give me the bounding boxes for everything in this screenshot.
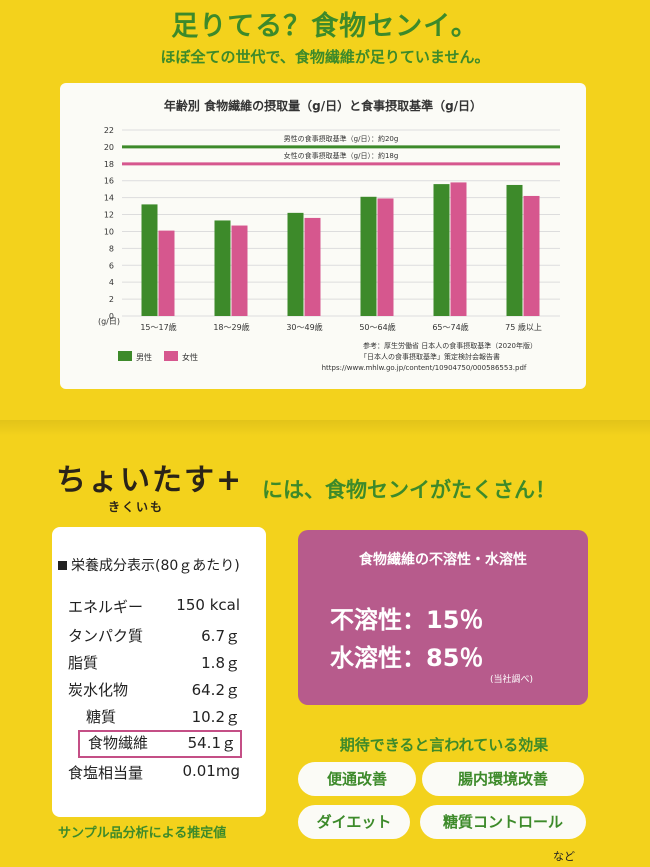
soluble-fiber-ratio: 水溶性：85％ <box>330 644 484 672</box>
effect-badge-bowel: 便通改善 <box>298 762 416 796</box>
y-tick-label: 22 <box>104 126 114 135</box>
y-tick-label: 20 <box>104 143 114 152</box>
bar-female <box>304 217 321 316</box>
bar-male <box>287 212 304 316</box>
nutrition-label: 食塩相当量 <box>68 764 144 782</box>
nutrition-label: 炭水化物 <box>68 681 129 699</box>
nutrition-label: タンパク質 <box>68 627 144 645</box>
product-name: ちょいたす+ <box>56 463 244 498</box>
nutrition-title: 栄養成分表示(80ｇあたり) <box>58 555 240 575</box>
chart-source-line: 参考：厚生労働省 日本人の食事摂取基準（2020年版） <box>363 341 537 350</box>
fiber-intake-chart: 年齢別 食物繊維の摂取量（g/日）と食事摂取基準（g/日） 0 2 4 6 8 10 12 14… <box>98 98 560 372</box>
nutrition-row-dietary-fiber: 食物繊維 54.1ｇ <box>78 730 242 758</box>
bar-male <box>360 196 377 316</box>
nutrition-title-text: 栄養成分表示(80ｇあたり) <box>71 558 240 574</box>
y-tick-label: 4 <box>109 278 114 287</box>
nutrition-row-salt: 食塩相当量 0.01mg <box>68 762 246 786</box>
bar-male <box>141 204 158 316</box>
effect-badge-sugar-control: 糖質コントロール <box>420 805 586 839</box>
y-tick-label: 14 <box>104 194 114 203</box>
page-subtitle: ほぼ全ての世代で、食物繊維が足りていません。 <box>160 48 490 66</box>
nutrition-row-sugar: 糖質 10.2ｇ <box>68 706 246 730</box>
effects-title: 期待できると言われている効果 <box>339 736 549 754</box>
nutrition-value: 150 kcal <box>176 596 240 614</box>
insoluble-fiber-ratio: 不溶性：15％ <box>330 606 484 634</box>
bar-male <box>433 184 450 316</box>
fiber-ratio-title: 食物繊維の不溶性・水溶性 <box>359 552 527 568</box>
y-tick-label: 2 <box>109 295 114 304</box>
fiber-ratio-source: (当社調べ) <box>490 675 534 685</box>
product-subname: きくいも <box>108 500 165 514</box>
y-tick-label: 18 <box>104 160 114 169</box>
square-bullet-icon <box>58 561 67 570</box>
y-tick-label: 0 <box>109 312 114 321</box>
x-tick-label: 30～49歳 <box>286 322 322 332</box>
x-tick-label: 65～74歳 <box>432 322 468 332</box>
nutrition-row-carbohydrate: 炭水化物 64.2ｇ <box>68 679 246 703</box>
chart-source-line: https://www.mhlw.go.jp/content/10904750/… <box>322 364 527 372</box>
legend-label: 男性 <box>136 352 152 362</box>
x-tick-label: 50～64歳 <box>359 322 395 332</box>
nutrition-label: エネルギー <box>68 598 144 616</box>
nutrition-value: 64.2ｇ <box>191 681 240 699</box>
x-tick-label: 15～17歳 <box>140 322 176 332</box>
nutrition-panel <box>52 527 266 817</box>
fiber-intake-chart-card: 年齢別 食物繊維の摂取量（g/日）と食事摂取基準（g/日） 0 2 4 6 8 10 12 14… <box>60 83 586 389</box>
bar-female <box>377 198 394 316</box>
page-title: 足りてる？食物センイ。 <box>171 11 479 42</box>
nutrition-label: 脂質 <box>68 654 99 672</box>
legend-label: 女性 <box>182 352 198 362</box>
product-tagline: には、食物センイがたくさん！ <box>262 478 556 502</box>
effect-badge-gut: 腸内環境改善 <box>422 762 584 796</box>
bar-female <box>523 195 540 316</box>
reference-line-label: 男性の食事摂取基準（g/日）：約20g <box>284 134 399 143</box>
bar-male <box>506 184 523 316</box>
nutrition-row-fat: 脂質 1.8ｇ <box>68 652 246 676</box>
y-tick-label: 16 <box>104 177 114 186</box>
effect-badge-diet: ダイエット <box>298 805 410 839</box>
nutrition-value: 10.2ｇ <box>191 708 240 726</box>
nutrition-value: 54.1ｇ <box>187 734 236 752</box>
reference-line-label: 女性の食事摂取基準（g/日）：約18g <box>284 151 399 160</box>
legend-swatch-female <box>164 351 178 361</box>
bar-female <box>450 182 467 316</box>
nutrition-row-energy: エネルギー 150 kcal <box>68 596 246 620</box>
y-tick-label: 8 <box>109 244 114 253</box>
y-tick-label: 12 <box>104 211 114 220</box>
nutrition-value: 1.8ｇ <box>201 654 240 672</box>
chart-title: 年齢別 食物繊維の摂取量（g/日）と食事摂取基準（g/日） <box>164 98 482 113</box>
fiber-ratio-panel <box>298 530 588 705</box>
bar-male <box>214 220 231 316</box>
nutrition-row-protein: タンパク質 6.7ｇ <box>68 625 246 649</box>
x-tick-label: 75 歳以上 <box>505 322 542 332</box>
chart-source-line: 「日本人の食事摂取基準」策定検討会報告書 <box>360 352 500 361</box>
x-tick-label: 18～29歳 <box>213 322 249 332</box>
nutrition-label: 糖質 <box>86 708 117 726</box>
y-tick-label: 6 <box>109 261 114 270</box>
effects-etc: など <box>553 850 575 863</box>
bar-female <box>231 225 248 316</box>
legend-swatch-male <box>118 351 132 361</box>
page-fold-shadow <box>0 420 650 436</box>
nutrition-note: サンプル品分析による推定値 <box>58 826 227 841</box>
y-tick-label: 10 <box>104 227 114 236</box>
nutrition-value: 6.7ｇ <box>201 627 240 645</box>
nutrition-value: 0.01mg <box>182 762 240 780</box>
y-axis-label: (g/日) <box>98 317 120 326</box>
bar-female <box>158 230 175 316</box>
nutrition-label: 食物繊維 <box>88 734 149 752</box>
